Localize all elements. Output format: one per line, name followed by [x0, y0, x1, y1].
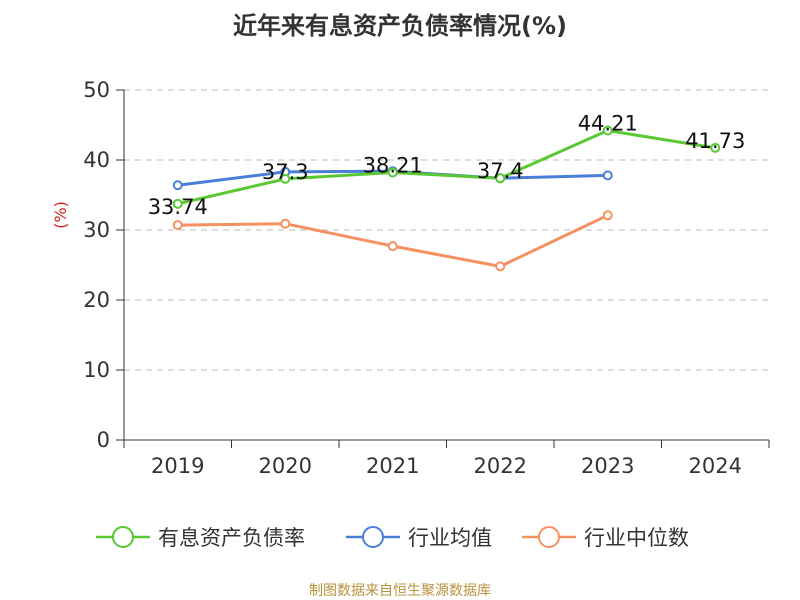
data-label: 41.73 [685, 129, 745, 153]
series-point [280, 173, 291, 184]
data-label: 38.21 [363, 154, 423, 178]
series-point [280, 218, 291, 229]
source-note: 制图数据来自恒生聚源数据库 [309, 583, 491, 599]
legend-label: 行业中位数 [584, 526, 689, 550]
series-point [387, 241, 398, 252]
x-tick-label: 2022 [474, 454, 527, 478]
series-point [602, 170, 613, 181]
legend-swatch-marker [362, 526, 384, 548]
data-label: 33.74 [148, 195, 208, 219]
series-point [495, 173, 506, 184]
series-point [172, 220, 183, 231]
grid-lines [124, 89, 769, 371]
series-line [177, 129, 716, 206]
x-tick-label: 2019 [151, 454, 204, 478]
legend: 有息资产负债率 行业均值 行业中位数 [96, 526, 689, 550]
legend-swatch-marker [538, 526, 560, 548]
x-tick-label: 2024 [689, 454, 742, 478]
series-line [177, 213, 609, 268]
x-tick-labels: 2019 2020 2021 2022 2023 2024 [151, 454, 742, 478]
series-point [602, 210, 613, 221]
series-point [172, 198, 183, 209]
legend-swatch-marker [112, 526, 134, 548]
y-tick-label: 0 [97, 428, 110, 452]
series-point [172, 180, 183, 191]
series-lines [172, 125, 721, 272]
y-tick-label: 50 [83, 78, 110, 102]
series-point [387, 167, 398, 178]
series-point [710, 142, 721, 153]
data-labels: 33.74 37.3 38.21 37.4 44.21 41.73 [148, 112, 746, 219]
chart-title: 近年来有息资产负债率情况(%) [233, 12, 567, 40]
x-tick-label: 2021 [366, 454, 419, 478]
y-tick-label: 40 [83, 148, 110, 172]
x-tick-label: 2023 [581, 454, 634, 478]
data-label: 37.4 [477, 159, 524, 183]
y-tick-label: 20 [83, 288, 110, 312]
x-tick-label: 2020 [259, 454, 312, 478]
y-axis-unit-label: (%) [51, 201, 70, 229]
data-label: 37.3 [262, 160, 309, 184]
y-tick-label: 10 [83, 358, 110, 382]
y-tick-label: 30 [83, 218, 110, 242]
y-tick-labels: 0 10 20 30 40 50 [83, 78, 110, 452]
legend-label: 行业均值 [408, 526, 492, 550]
series-point [602, 125, 613, 136]
series-point [495, 261, 506, 272]
axes [116, 89, 770, 448]
legend-label: 有息资产负债率 [158, 526, 305, 550]
data-label: 44.21 [578, 112, 638, 136]
